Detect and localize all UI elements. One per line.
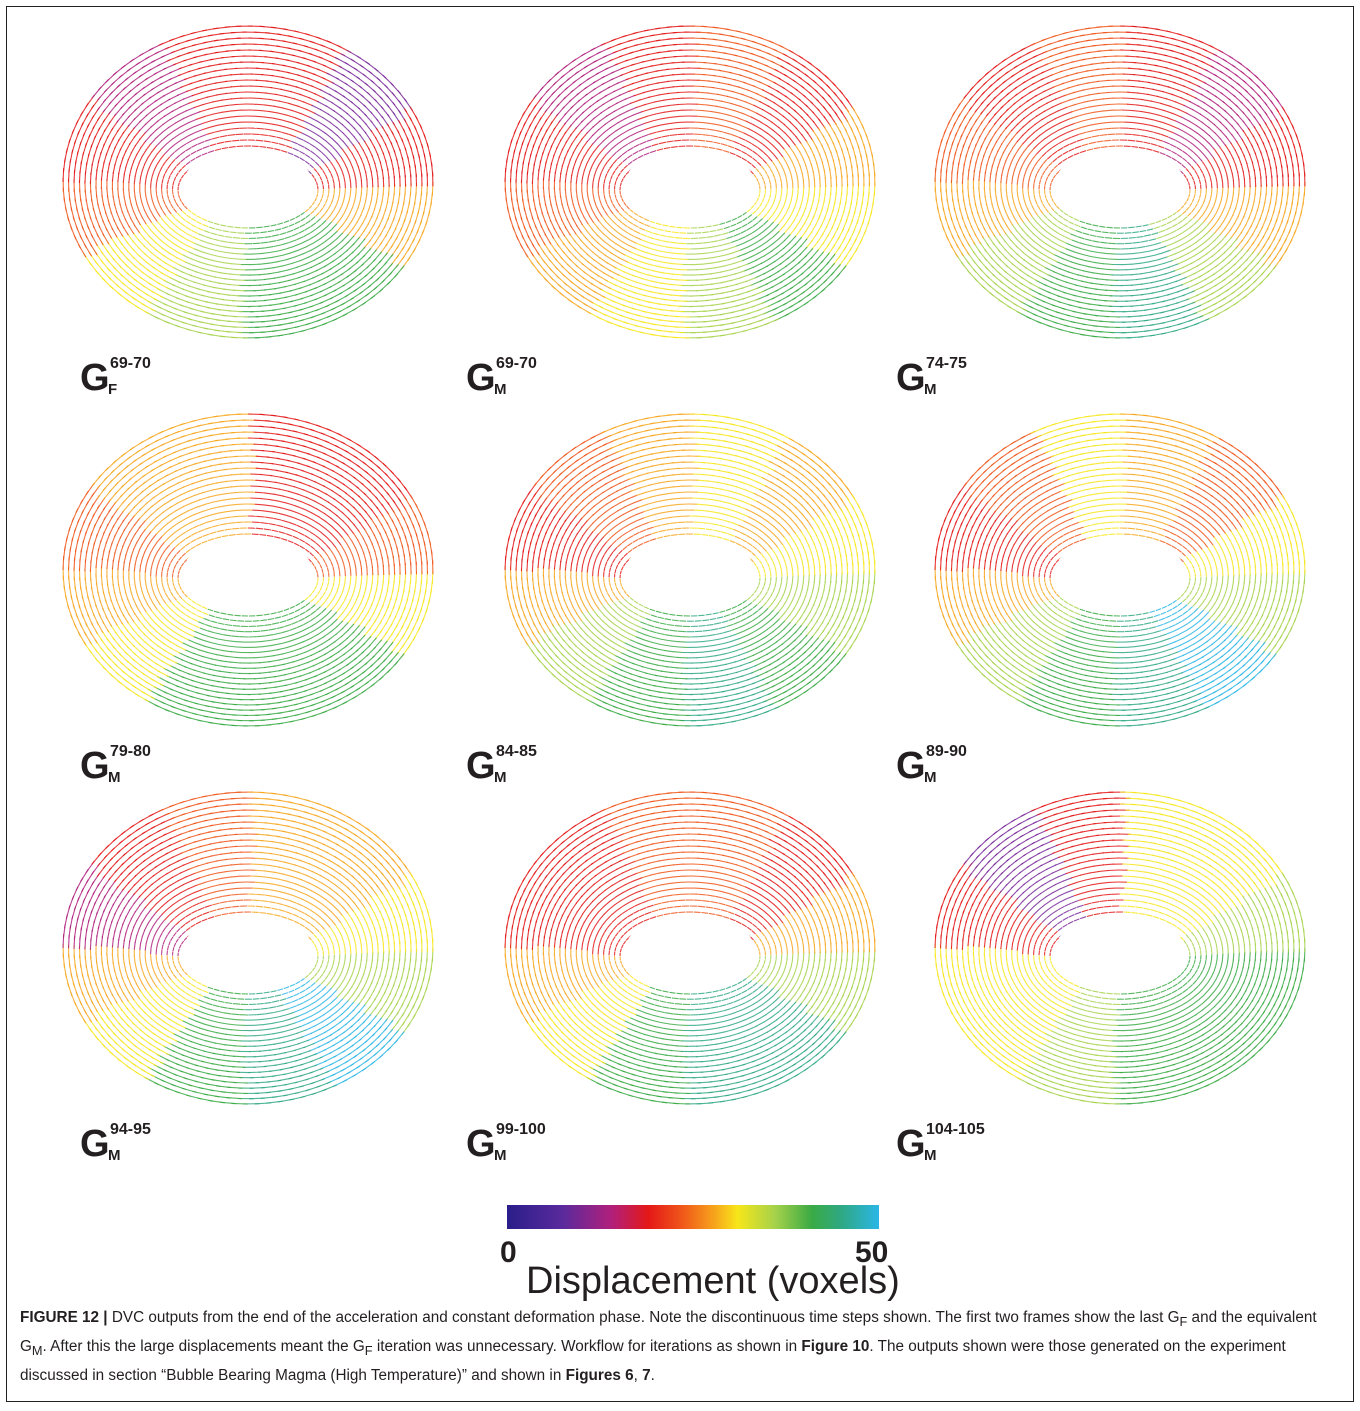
panel-4: G M 79-80 [58, 400, 438, 787]
panel-8: G M 99-100 [466, 778, 880, 1165]
figure-7-link[interactable]: 7 [642, 1367, 651, 1385]
panel-label: G M 84-85 [466, 743, 537, 787]
colorbar-min-label: 0 [500, 1236, 517, 1269]
panel-3: G M 74-75 [896, 12, 1310, 399]
vector-field-torus [62, 413, 434, 727]
panel-7: G M 94-95 [58, 778, 438, 1165]
panel-label: G M 74-75 [896, 355, 967, 399]
vector-field-torus [934, 413, 1306, 727]
vector-field-torus [504, 25, 876, 339]
vector-field-torus [934, 25, 1306, 339]
panel-label: G F 69-70 [80, 355, 151, 399]
panel-label: G M 89-90 [896, 743, 967, 787]
figure-10-link[interactable]: Figure 10 [801, 1338, 870, 1356]
panel-label: G M 69-70 [466, 355, 537, 399]
panel-label: G M 79-80 [80, 743, 151, 787]
vector-field-torus [934, 791, 1306, 1105]
vector-field-torus [62, 25, 434, 339]
panel-label: G M 104-105 [896, 1121, 985, 1165]
colorbar-title: Displacement (voxels) [526, 1260, 900, 1302]
panel-label: G M 99-100 [466, 1121, 546, 1165]
panel-9: G M 104-105 [896, 778, 1310, 1165]
panel-2: G M 69-70 [466, 12, 880, 399]
figure-border [6, 6, 1354, 1402]
vector-field-torus [504, 413, 876, 727]
figure-caption: FIGURE 12 | DVC outputs from the end of … [20, 1309, 1317, 1385]
colorbar-max-label: 50 [855, 1236, 889, 1269]
panel-1: G F 69-70 [58, 12, 438, 399]
panel-label: G M 94-95 [80, 1121, 151, 1165]
caption-label: FIGURE 12 | [20, 1309, 108, 1326]
figure-6-link[interactable]: Figures 6 [565, 1367, 634, 1385]
vector-field-torus [504, 791, 876, 1105]
panel-5: G M 84-85 [466, 400, 880, 787]
panel-6: G M 89-90 [896, 400, 1310, 787]
vector-field-torus [62, 791, 434, 1105]
colorbar [507, 1205, 879, 1229]
